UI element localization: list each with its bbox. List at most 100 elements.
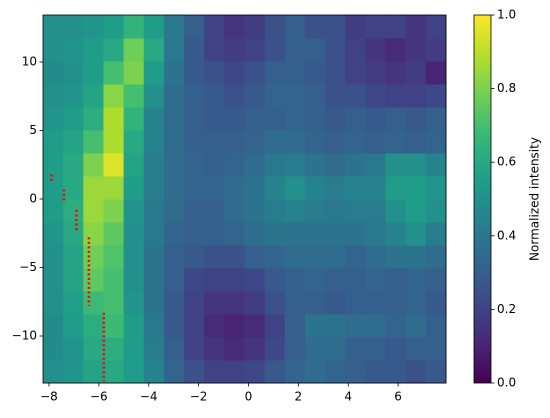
x-tick-label: 6 [394,390,402,404]
heatmap-cell [204,175,225,200]
heatmap-cell [385,83,407,108]
heatmap-cell [284,175,306,200]
heatmap-cell [224,314,245,338]
heatmap-cell [244,83,266,108]
heatmap-cell [163,38,185,62]
heatmap-cell [43,83,64,108]
heatmap-cell [63,291,84,315]
heatmap-cell [405,152,427,177]
heatmap-cell [43,267,64,292]
heatmap-cell [184,291,205,315]
heatmap-cell [405,38,427,62]
heatmap-cell [123,152,145,177]
colorbar-label: Normalized intensity [528,137,542,261]
heatmap-cell [425,152,447,177]
heatmap-cell [405,359,427,384]
heatmap-cell [304,38,326,62]
heatmap-cell [143,314,165,338]
heatmap-cell [284,337,306,361]
colorbar [473,14,492,384]
heatmap-cell [284,152,306,177]
heatmap-cell [304,245,326,269]
heatmap-cell [345,130,366,154]
heatmap-cell [264,38,286,62]
heatmap-cell [204,15,225,39]
heatmap-cell [204,222,225,246]
heatmap-cell [365,175,387,200]
y-tick-label: −5 [19,260,37,274]
heatmap-cell [284,60,306,85]
heatmap-cell [304,83,326,108]
heatmap-cell [325,267,346,292]
heatmap-cell [385,175,407,200]
heatmap-cell [365,337,387,361]
colorbar-tick-label: 0.8 [497,81,516,95]
heatmap-cell [264,267,286,292]
heatmap-cell [204,359,225,384]
heatmap-cell [264,222,286,246]
heatmap-cell [345,38,366,62]
heatmap-cell [244,130,266,154]
heatmap-cell [385,152,407,177]
heatmap-cell [224,337,245,361]
heatmap-cell [83,314,104,338]
heatmap-cell [244,245,266,269]
heatmap-cell [204,245,225,269]
heatmap-cell [244,60,266,85]
heatmap-cell [224,291,245,315]
heatmap-cell [325,38,346,62]
heatmap-cell [304,175,326,200]
heatmap-cell [123,199,145,223]
heatmap-cell [103,60,125,85]
heatmap-cell [264,152,286,177]
heatmap-cell [143,83,165,108]
heatmap-cell [425,83,447,108]
heatmap-cell [163,314,185,338]
heatmap-cell [204,337,225,361]
heatmap-cell [264,15,286,39]
heatmap-cell [345,15,366,39]
heatmap-cell [284,107,306,131]
x-tick-label: 0 [245,390,253,404]
heatmap-cell [184,175,205,200]
heatmap-cell [385,245,407,269]
heatmap-cell [385,267,407,292]
heatmap-cell [405,337,427,361]
heatmap-cell [184,60,205,85]
heatmap-cell [143,107,165,131]
heatmap-cell [83,15,104,39]
heatmap-cell [425,175,447,200]
heatmap-cell [365,267,387,292]
colorbar-tick-label: 0.4 [497,228,516,242]
heatmap-cell [63,359,84,384]
heatmap-cell [43,130,64,154]
x-tick-label: −4 [140,390,158,404]
heatmap-cell [224,130,245,154]
heatmap-cell [143,267,165,292]
heatmap-cell [284,314,306,338]
heatmap-cell [103,359,125,384]
heatmap-cell [244,314,266,338]
heatmap-cell [385,222,407,246]
heatmap-cell [184,222,205,246]
heatmap-cell [304,359,326,384]
heatmap-cell [264,83,286,108]
heatmap-cell [163,337,185,361]
heatmap-cell [224,359,245,384]
heatmap-cell [345,314,366,338]
heatmap-cell [304,222,326,246]
heatmap-cell [425,245,447,269]
heatmap-cell [264,291,286,315]
heatmap-cell [184,15,205,39]
heatmap-cell [63,130,84,154]
heatmap-cell [325,314,346,338]
heatmap-cell [83,267,104,292]
colorbar-tick-label: 0.6 [497,155,516,169]
heatmap-cell [325,175,346,200]
heatmap-cell [365,60,387,85]
heatmap-cell [325,107,346,131]
heatmap-cell [184,152,205,177]
heatmap-cell [304,130,326,154]
heatmap-cell [345,267,366,292]
